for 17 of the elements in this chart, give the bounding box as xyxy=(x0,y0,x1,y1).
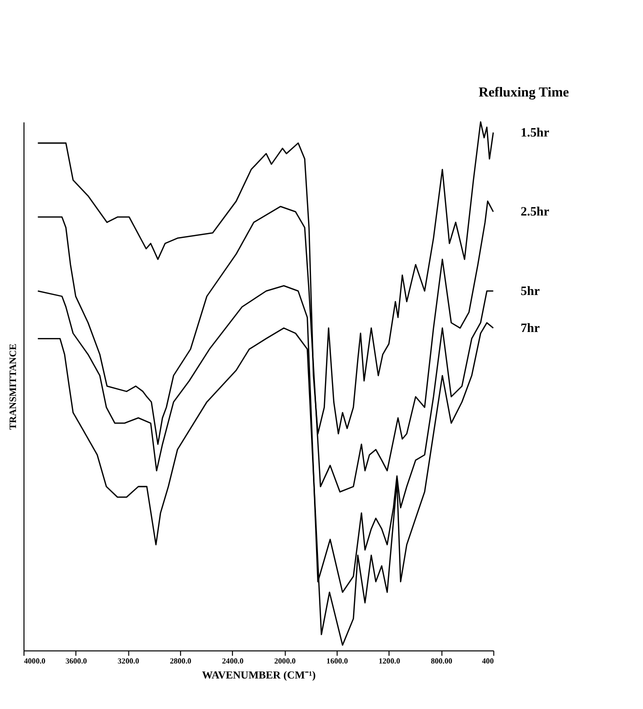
x-tick-label: 2000.0 xyxy=(274,656,296,666)
text: 1.5hr xyxy=(520,125,550,140)
x-axis-title: WAVENUMBER (CM⁻¹) xyxy=(202,669,316,682)
x-tick-label: 3200.0 xyxy=(118,656,140,666)
y-axis-title: TRANSMITTANCE xyxy=(8,343,20,430)
x-tick-label: 2400.0 xyxy=(222,656,244,666)
text: 5hr xyxy=(520,284,540,298)
x-tick-label: 800.00 xyxy=(430,656,452,666)
legend-title: Refluxing Time xyxy=(478,84,569,100)
text: 7hr xyxy=(520,320,540,335)
x-tick-label: 1600.0 xyxy=(326,656,348,666)
text: 2.5hr xyxy=(520,204,550,219)
x-tick-label: 4000.0 xyxy=(24,656,46,666)
x-tick-label: 1200.0 xyxy=(378,656,400,666)
x-tick-label: 400 xyxy=(482,656,494,666)
x-tick-label: 3600.0 xyxy=(65,656,88,666)
x-tick-label: 2800.0 xyxy=(170,656,192,666)
